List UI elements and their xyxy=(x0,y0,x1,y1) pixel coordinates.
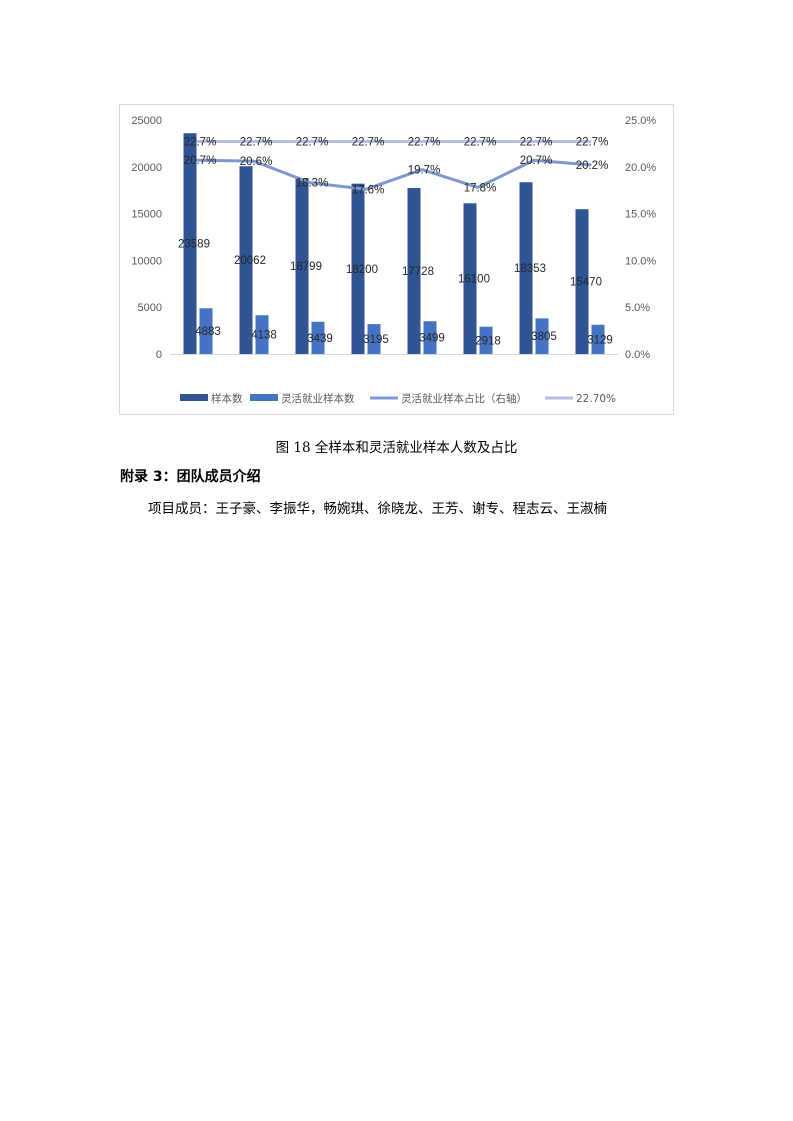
bar xyxy=(591,324,605,354)
left-axis-tick-label: 25000 xyxy=(131,115,162,127)
series-line xyxy=(196,158,592,191)
combo-chart: 0 5000 10000 15000 20000 25000 0.0% 5.0% 10.0% 15… xyxy=(131,115,656,405)
left-axis-tick-label: 15000 xyxy=(131,209,162,221)
left-axis-tick-label: 20000 xyxy=(131,162,162,174)
bar xyxy=(255,315,269,354)
line-data-label: 22.7% xyxy=(520,137,553,149)
bar xyxy=(479,326,493,354)
line-data-label: 18.3% xyxy=(296,178,329,190)
line-data-label: 19.7% xyxy=(408,165,441,177)
left-axis-tick-label: 5000 xyxy=(138,302,162,314)
line-data-label: 22.7% xyxy=(240,137,273,149)
bar-data-label: 3195 xyxy=(363,334,389,346)
line-data-label: 20.2% xyxy=(576,160,609,172)
legend-label: 22.70% xyxy=(576,393,616,405)
appendix-heading: 附录 3：团队成员介绍 xyxy=(120,469,261,485)
bar-data-label: 2918 xyxy=(475,335,501,347)
bar-data-label: 18353 xyxy=(514,263,546,275)
line-data-label: 22.7% xyxy=(576,137,609,149)
bar-data-label: 3439 xyxy=(307,333,333,345)
bar-data-label: 15470 xyxy=(570,277,602,289)
left-axis-tick-label: 10000 xyxy=(131,255,162,267)
bar xyxy=(463,203,477,354)
bar xyxy=(295,178,309,354)
line-data-label: 20.6% xyxy=(240,156,273,168)
right-axis-tick-label: 10.0% xyxy=(625,255,656,267)
bar xyxy=(535,318,549,354)
bar xyxy=(423,321,437,354)
bar-data-label: 18799 xyxy=(290,261,322,273)
left-axis-tick-label: 0 xyxy=(156,349,162,361)
bar-data-label: 20062 xyxy=(234,255,266,267)
team-members: 项目成员：王子豪、李振华，畅婉琪、徐晓龙、王芳、谢专、程志云、王淑楠 xyxy=(148,501,607,517)
bar-data-label: 3805 xyxy=(531,331,557,343)
bar-data-label: 3499 xyxy=(419,333,445,345)
bar xyxy=(311,321,325,354)
bar-data-label: 23589 xyxy=(178,239,210,251)
right-axis-tick-label: 20.0% xyxy=(625,162,656,174)
legend-label: 灵活就业样本数 xyxy=(281,392,355,405)
bar-data-label: 16100 xyxy=(458,274,490,286)
bar-data-label: 4138 xyxy=(251,330,277,342)
bar xyxy=(575,209,589,354)
right-axis-tick-label: 5.0% xyxy=(625,302,650,314)
line-data-label: 22.7% xyxy=(464,137,497,149)
figure-caption: 图 18 全样本和灵活就业样本人数及占比 xyxy=(275,440,518,456)
bar-data-label: 18200 xyxy=(346,264,378,276)
legend-swatch xyxy=(250,394,278,401)
legend-label: 灵活就业样本占比（右轴） xyxy=(401,392,527,405)
chart-container: 0 5000 10000 15000 20000 25000 0.0% 5.0% 10.0% 15… xyxy=(119,104,674,415)
legend-label: 样本数 xyxy=(211,392,243,405)
bar xyxy=(367,324,381,354)
line-data-label: 20.7% xyxy=(184,155,217,167)
bar xyxy=(519,182,533,354)
line-data-label: 17.8% xyxy=(464,182,497,194)
legend-swatch xyxy=(180,394,208,401)
line-data-label: 17.6% xyxy=(352,184,385,196)
right-axis-tick-label: 0.0% xyxy=(625,349,650,361)
right-axis-tick-label: 15.0% xyxy=(625,209,656,221)
bar-data-label: 3129 xyxy=(587,334,613,346)
bar-data-label: 17728 xyxy=(402,266,434,278)
line-data-label: 22.7% xyxy=(352,137,385,149)
line-data-label: 22.7% xyxy=(296,137,329,149)
bar-data-label: 4883 xyxy=(195,326,221,338)
bar xyxy=(351,183,365,354)
bar xyxy=(239,166,253,354)
line-data-label: 22.7% xyxy=(408,137,441,149)
bar xyxy=(199,308,213,354)
bar xyxy=(183,133,197,354)
bar xyxy=(407,188,421,354)
right-axis-tick-label: 25.0% xyxy=(625,115,656,127)
line-data-label: 22.7% xyxy=(184,137,217,149)
line-data-label: 20.7% xyxy=(520,155,553,167)
